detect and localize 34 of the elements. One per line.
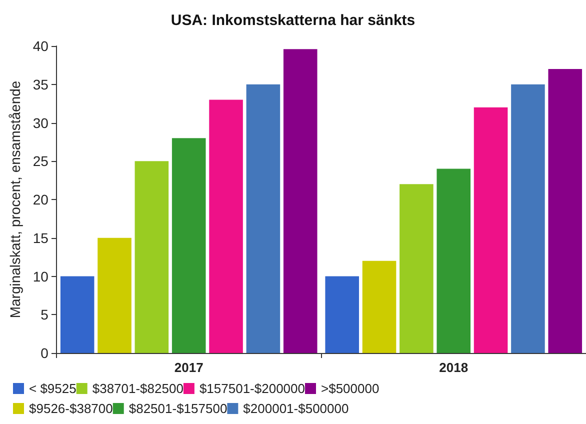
y-tick-label: 35 xyxy=(32,76,49,92)
y-tick-label: 0 xyxy=(40,345,49,361)
bar xyxy=(548,69,582,353)
bar xyxy=(474,107,508,353)
legend-label: $157501-$200000 xyxy=(199,381,306,396)
bar xyxy=(511,84,545,353)
chart-title: USA: Inkomstskatterna har sänkts xyxy=(170,12,416,29)
bar xyxy=(325,276,359,353)
y-tick-label: 10 xyxy=(32,268,49,284)
y-tick-label: 5 xyxy=(40,306,49,323)
legend-label: $82501-$157500 xyxy=(128,401,228,416)
y-tick-label: 20 xyxy=(32,192,49,208)
legend-label: $9526-$38700 xyxy=(29,401,113,416)
bar xyxy=(209,100,243,353)
bar xyxy=(172,138,206,353)
y-tick-label: 15 xyxy=(32,230,49,246)
legend-label: < $9525 xyxy=(29,381,76,396)
bar xyxy=(283,49,318,353)
y-tick-label: 30 xyxy=(32,114,49,131)
legend-label: $38701-$82500 xyxy=(92,381,184,396)
bar xyxy=(246,84,280,353)
bar xyxy=(134,161,169,353)
legend-label: $200001-$500000 xyxy=(243,401,349,416)
legend-label: >$500000 xyxy=(320,381,380,396)
bar xyxy=(98,238,132,353)
bar xyxy=(60,276,94,353)
x-tick-label: 2018 xyxy=(439,360,468,375)
y-tick-label: 25 xyxy=(32,153,49,170)
bar xyxy=(362,260,396,353)
x-tick-label: 2017 xyxy=(174,360,204,375)
y-axis-title: Marginalskatt, procent, ensamstående xyxy=(7,80,23,318)
bar xyxy=(436,168,471,353)
y-tick-label: 40 xyxy=(32,38,49,54)
bar xyxy=(400,184,434,353)
